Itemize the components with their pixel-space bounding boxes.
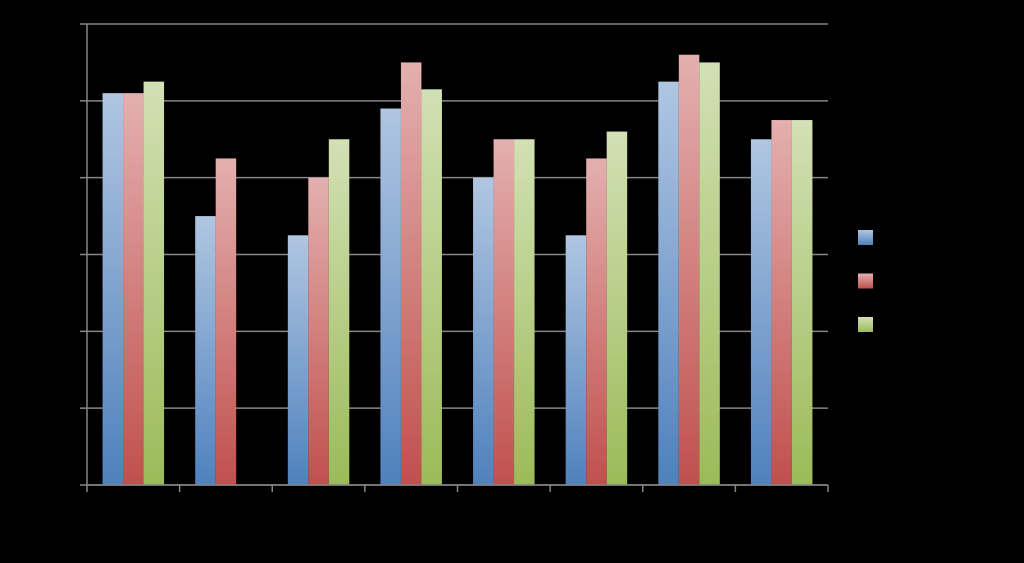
bar (658, 81, 679, 485)
bar (606, 131, 628, 486)
bar (565, 235, 587, 485)
bar (143, 81, 165, 485)
bar (473, 177, 494, 485)
bar (771, 120, 792, 486)
bar (102, 93, 124, 486)
bar (678, 54, 700, 485)
bar (400, 62, 422, 486)
bar (328, 139, 350, 485)
bar (215, 158, 237, 486)
bar (421, 89, 442, 485)
bar (791, 120, 813, 486)
bar (750, 139, 772, 485)
legend-swatch (858, 317, 873, 332)
bar (195, 216, 216, 486)
bar (123, 93, 144, 486)
bar (586, 158, 607, 486)
bar (493, 139, 515, 485)
legend-swatch (858, 273, 873, 289)
legend-swatch (858, 230, 873, 245)
bar (699, 62, 720, 486)
bar (514, 139, 535, 485)
bar (287, 235, 309, 485)
bar (380, 108, 401, 486)
bar (308, 177, 329, 485)
